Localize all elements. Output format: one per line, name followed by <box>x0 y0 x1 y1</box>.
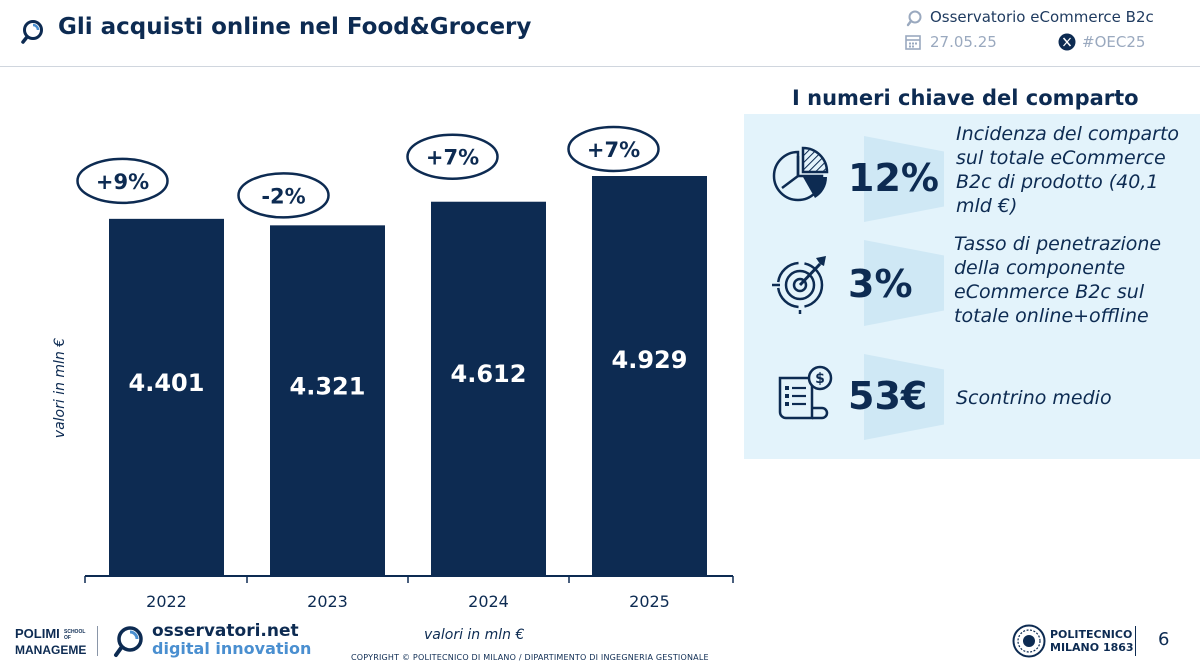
growth-bubble <box>567 125 660 173</box>
bar-chart: 4.401 2022 +9% 4.321 2023 -2% 4.612 2024 +7% 4.92… <box>76 125 734 611</box>
footer-divider <box>97 626 98 656</box>
pie-chart-icon <box>772 146 829 202</box>
kpi-value-penetration: 3% <box>848 262 913 306</box>
bar-2023 <box>270 225 385 576</box>
growth-bubble <box>237 172 330 219</box>
bar-value-label: 4.321 <box>290 373 366 401</box>
growth-label: +7% <box>426 146 479 170</box>
x-tick-label: 2025 <box>629 592 670 611</box>
kpi-description-line: eCommerce B2c sul <box>954 281 1145 303</box>
kpi-description-line: B2c di prodotto (40,1 <box>956 171 1159 193</box>
svg-text:SCHOOL: SCHOOL <box>64 629 85 635</box>
calendar-icon <box>905 35 921 50</box>
growth-bubble <box>406 133 499 180</box>
growth-label: -2% <box>261 184 305 208</box>
kpi-description-line: Incidenza del comparto <box>956 123 1180 145</box>
observatory-name: Osservatorio eCommerce B2c <box>930 8 1154 26</box>
footer-unit-note: valori in mln € <box>424 627 525 643</box>
bar-2025 <box>592 176 707 576</box>
y-axis-label: valori in mln € <box>52 337 68 439</box>
growth-label: +9% <box>96 170 149 194</box>
bar-value-label: 4.401 <box>129 369 205 397</box>
svg-text:POLIMI: POLIMI <box>15 626 60 641</box>
event-date: 27.05.25 <box>930 33 997 51</box>
x-social-icon[interactable] <box>1058 33 1076 51</box>
growth-bubble <box>76 157 169 205</box>
event-hashtag[interactable]: #OEC25 <box>1082 33 1146 51</box>
receipt-dollar-icon: $ <box>778 365 833 420</box>
politecnico-logo-text: POLITECNICO MILANO 1863 <box>1050 628 1134 654</box>
target-arrow-icon <box>772 256 826 314</box>
kpi-description-receipt: Scontrino medio <box>956 386 1112 410</box>
kpi-highlight-shape <box>864 354 944 440</box>
kpi-description-line: Tasso di penetrazione <box>954 233 1162 255</box>
kpi-panel: 12% Incidenza del comparto sul totale eC… <box>744 114 1200 459</box>
bar-2024 <box>431 201 546 577</box>
x-tick-label: 2022 <box>146 592 187 611</box>
footer-divider <box>1135 626 1136 656</box>
svg-text:MANAGEMENT: MANAGEMENT <box>15 643 86 657</box>
osservatori-logo-icon <box>21 20 43 44</box>
bar-value-label: 4.929 <box>612 346 688 374</box>
politecnico-seal-icon <box>1012 624 1046 658</box>
kpi-description-line: totale online+offline <box>954 305 1149 327</box>
x-tick-label: 2023 <box>307 592 348 611</box>
growth-label: +7% <box>587 138 640 162</box>
kpi-description-line: mld €) <box>956 195 1018 217</box>
kpi-description-penetration: Tasso di penetrazione della componente e… <box>954 232 1161 328</box>
x-tick-label: 2024 <box>468 592 509 611</box>
osservatori-logo-icon <box>114 626 143 657</box>
kpi-value-share: 12% <box>848 156 939 200</box>
kpi-highlight-shape <box>864 240 944 326</box>
kpi-highlight-shape <box>864 136 944 222</box>
search-icon <box>906 10 922 27</box>
svg-text:$: $ <box>815 371 825 387</box>
osservatori-brand-name: osservatori.net <box>152 621 299 641</box>
kpi-section-title: I numeri chiave del comparto <box>792 86 1139 110</box>
header-divider <box>0 66 1200 67</box>
copyright-text: COPYRIGHT © POLITECNICO DI MILANO / DIPA… <box>351 653 709 662</box>
kpi-description-line: sul totale eCommerce <box>956 147 1166 169</box>
politecnico-line1: POLITECNICO <box>1050 628 1133 641</box>
bar-2022 <box>109 218 224 576</box>
kpi-description-line: della componente <box>954 257 1126 279</box>
politecnico-line2: MILANO 1863 <box>1050 641 1134 654</box>
polimi-school-of-management-logo: POLIMI SCHOOL OF MANAGEMENT <box>15 626 86 657</box>
bar-value-label: 4.612 <box>451 360 527 388</box>
page-title: Gli acquisti online nel Food&Grocery <box>58 14 532 40</box>
page-number: 6 <box>1158 629 1170 650</box>
osservatori-brand-tagline: digital innovation <box>152 639 312 658</box>
svg-text:OF: OF <box>64 635 71 641</box>
kpi-description-share: Incidenza del comparto sul totale eComme… <box>956 122 1179 218</box>
kpi-description-line: Scontrino medio <box>956 387 1112 409</box>
kpi-value-receipt: 53€ <box>848 374 928 418</box>
